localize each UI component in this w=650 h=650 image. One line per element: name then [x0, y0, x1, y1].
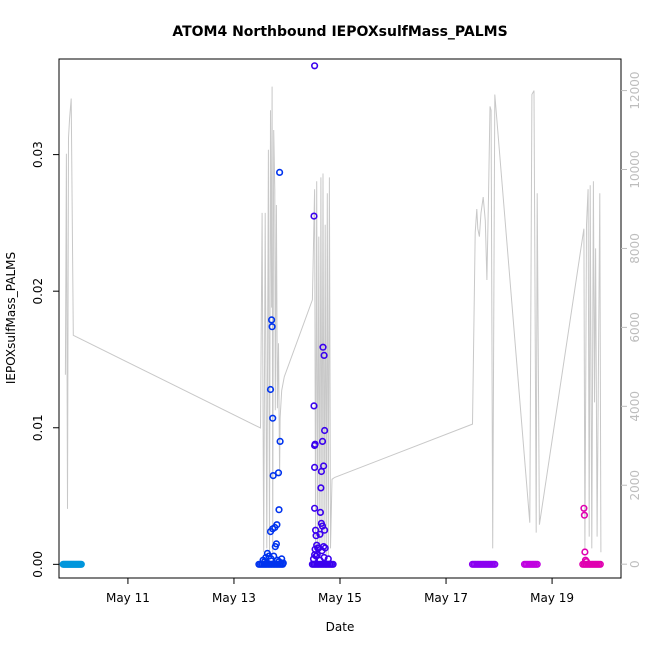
- data-point: [582, 557, 591, 566]
- data-point: [316, 530, 324, 538]
- y2-tick-label: 12000: [628, 71, 642, 109]
- data-point: [274, 469, 283, 477]
- data-points: [59, 62, 604, 568]
- x-axis: May 11 May 13 May 15 May 17 May 19: [106, 578, 574, 605]
- data-point: [312, 532, 320, 540]
- data-point: [311, 440, 319, 448]
- data-point: [268, 323, 276, 331]
- data-point: [319, 343, 327, 351]
- y-axis-right: 0 2000 4000 6000 8000 10000 12000: [621, 71, 642, 568]
- data-point: [317, 467, 326, 476]
- data-point: [265, 552, 273, 560]
- y2-tick-label: 0: [628, 560, 642, 568]
- chart-title: ATOM4 Northbound IEPOXsulfMass_PALMS: [172, 24, 507, 40]
- data-point: [311, 463, 319, 472]
- y-tick-label: 0.03: [31, 141, 45, 168]
- data-point: [311, 504, 319, 512]
- y-tick-label: 0.02: [31, 278, 45, 305]
- data-point: [317, 484, 325, 492]
- data-point: [310, 402, 318, 410]
- y2-tick-label: 4000: [628, 391, 642, 422]
- data-point: [278, 555, 286, 563]
- data-point: [321, 526, 329, 534]
- data-point: [311, 551, 319, 559]
- y-axis-left: 0.00 0.01 0.02 0.03: [31, 141, 59, 578]
- data-point: [77, 560, 85, 568]
- data-point: [273, 521, 281, 529]
- y2-tick-label: 10000: [628, 150, 642, 188]
- data-point: [320, 351, 328, 360]
- data-point: [276, 437, 284, 446]
- data-point: [268, 316, 276, 324]
- x-tick-label: May 17: [424, 591, 468, 605]
- data-point: [279, 559, 287, 567]
- data-point: [318, 437, 327, 446]
- y2-tick-label: 8000: [628, 233, 642, 264]
- data-point: [261, 557, 269, 566]
- data-point: [311, 62, 319, 70]
- data-point: [321, 544, 329, 552]
- data-point: [580, 511, 589, 519]
- data-point: [269, 525, 277, 533]
- data-point: [580, 504, 588, 512]
- data-point: [313, 551, 321, 559]
- altitude-line: [64, 86, 602, 557]
- y2-tick-label: 2000: [628, 470, 642, 501]
- data-point: [276, 168, 284, 176]
- x-tick-label: May 15: [318, 591, 362, 605]
- data-point: [316, 508, 325, 517]
- data-point: [320, 553, 328, 562]
- x-tick-label: May 11: [106, 591, 150, 605]
- data-point: [491, 560, 499, 568]
- data-point: [269, 414, 277, 422]
- y-axis-label: IEPOXsulfMass_PALMS: [4, 252, 18, 384]
- y2-tick-label: 6000: [628, 312, 642, 343]
- x-tick-label: May 13: [212, 591, 256, 605]
- data-point: [329, 560, 337, 568]
- data-point: [324, 555, 332, 563]
- data-point: [270, 552, 278, 560]
- data-point: [581, 548, 589, 556]
- data-point: [596, 560, 604, 568]
- altitude-trace: [64, 86, 602, 557]
- data-point: [533, 560, 541, 568]
- data-point: [269, 472, 277, 480]
- data-point: [310, 212, 318, 220]
- y-tick-label: 0.00: [31, 551, 45, 578]
- data-point: [266, 385, 275, 394]
- y-tick-label: 0.01: [31, 414, 45, 441]
- x-axis-label: Date: [326, 620, 355, 634]
- data-point: [272, 540, 281, 548]
- x-tick-label: May 19: [530, 591, 574, 605]
- data-point: [321, 426, 329, 435]
- data-point: [275, 506, 283, 514]
